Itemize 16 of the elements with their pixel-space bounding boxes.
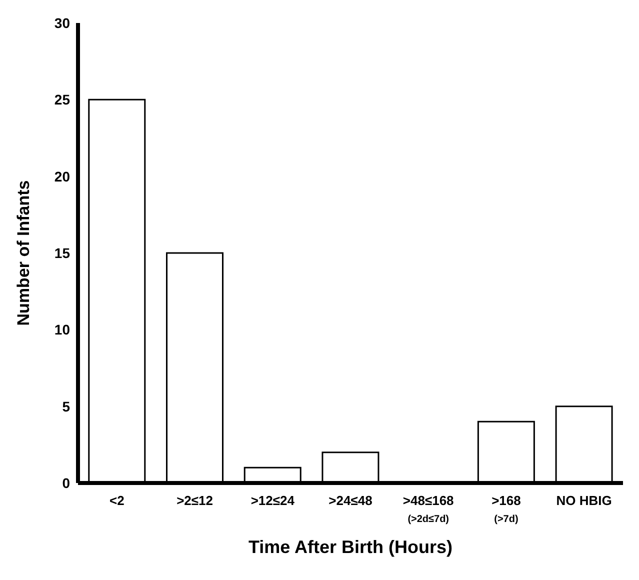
x-tick-label: NO HBIG (556, 493, 612, 508)
y-tick-label: 30 (54, 14, 70, 31)
x-tick-label: >12≤24 (250, 493, 296, 508)
x-tick-label: >2≤12 (176, 493, 213, 508)
y-tick-label: 0 (62, 474, 70, 491)
x-tick-label: >168 (>7d) (492, 493, 521, 525)
y-tick-label: 25 (54, 92, 70, 108)
x-tick-label: >48≤168 (>2d≤7d) (402, 493, 454, 525)
x-tick-label: >24≤48 (328, 493, 372, 508)
y-tick-label: 20 (54, 168, 70, 184)
x-tick-label: <2 (110, 493, 124, 508)
y-tick-label: 10 (54, 322, 70, 338)
y-tick-label: 15 (54, 244, 70, 261)
y-tick-label: 5 (62, 398, 70, 414)
y-axis-title: Number of Infants (14, 180, 34, 326)
x-axis-title: Time After Birth (Hours) (248, 537, 453, 557)
